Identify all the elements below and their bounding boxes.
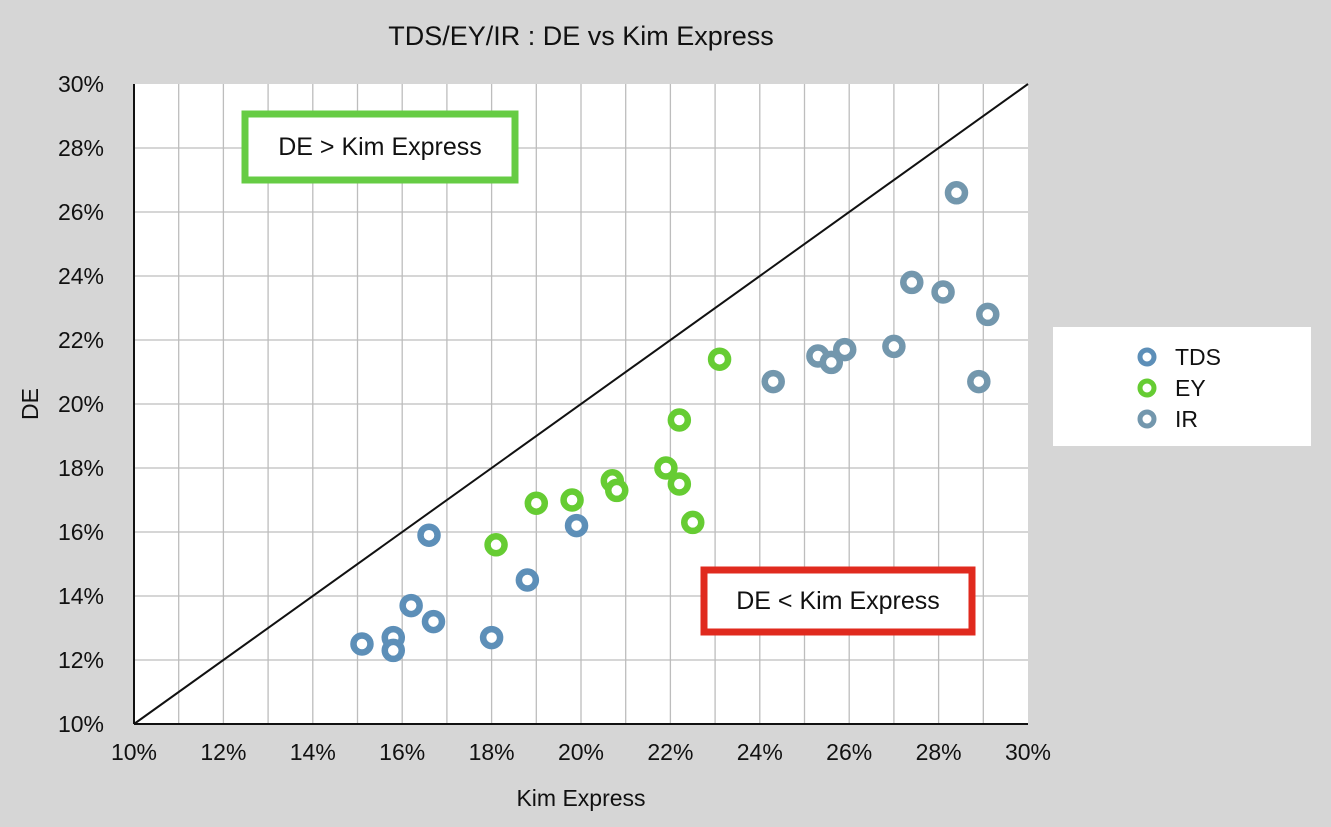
x-tick-label: 30% (1005, 739, 1051, 765)
data-point-ey (681, 510, 705, 535)
y-tick-label: 16% (58, 519, 104, 545)
x-tick-label: 12% (200, 739, 246, 765)
x-tick-label: 22% (647, 739, 693, 765)
data-point-ir (761, 369, 785, 394)
y-tick-label: 10% (58, 711, 104, 737)
x-tick-label: 10% (111, 739, 157, 765)
y-tick-label: 20% (58, 391, 104, 417)
data-point-ey (654, 456, 678, 480)
x-tick-label: 24% (737, 739, 783, 765)
legend-marker-ir (1137, 409, 1157, 429)
data-point-tds (417, 523, 441, 547)
data-point-ir (931, 280, 955, 304)
legend-label-ir: IR (1175, 406, 1198, 432)
data-point-ir (882, 334, 906, 359)
data-point-tds (421, 609, 446, 634)
annotation-de-less: DE < Kim Express (700, 566, 976, 636)
legend-marker-ey (1137, 378, 1157, 398)
data-point-ir (976, 302, 1000, 327)
diagonal-line (133, 83, 1029, 725)
chart-title: TDS/EY/IR : DE vs Kim Express (388, 21, 774, 51)
data-point-ey (605, 478, 629, 503)
y-tick-label: 30% (58, 71, 104, 97)
data-point-tds (399, 593, 423, 618)
y-tick-label: 18% (58, 455, 104, 481)
legend-label-tds: TDS (1175, 344, 1221, 370)
data-point-tds (350, 632, 374, 656)
data-point-ey (524, 491, 549, 515)
data-point-ey (484, 533, 508, 557)
data-point-tds (564, 513, 589, 538)
x-tick-label: 26% (826, 739, 872, 765)
x-tick-label: 20% (558, 739, 604, 765)
tick-labels: 10% 12% 14% 16% 18% 20% 22% 24% 26% 28% 30% 10% 12% 1… (58, 71, 1051, 765)
annotation-de-greater: DE > Kim Express (241, 110, 519, 184)
x-tick-label: 28% (916, 739, 962, 765)
x-tick-label: 14% (290, 739, 336, 765)
y-tick-label: 24% (58, 263, 104, 289)
y-tick-label: 12% (58, 647, 104, 673)
x-tick-label: 18% (469, 739, 515, 765)
data-point-ir (944, 181, 969, 205)
data-point-ey (560, 488, 584, 512)
data-point-ir (832, 337, 857, 362)
y-axis-label: DE (17, 388, 43, 420)
data-point-tds (381, 638, 406, 663)
x-axis-label: Kim Express (516, 785, 645, 811)
legend-marker-tds (1137, 347, 1157, 367)
legend: TDS EY IR (1053, 327, 1311, 446)
y-tick-label: 14% (58, 583, 104, 609)
legend-label-ey: EY (1175, 375, 1206, 401)
annotation-de-greater-box (241, 110, 519, 184)
data-point-ir (967, 369, 991, 394)
diagonal-reference-line (133, 83, 1029, 725)
data-points (350, 181, 1000, 663)
annotation-de-less-box (700, 566, 976, 636)
annotation-de-greater-text: DE > Kim Express (278, 133, 482, 161)
y-tick-label: 26% (58, 199, 104, 225)
annotation-de-less-text: DE < Kim Express (736, 587, 940, 615)
data-point-tds (515, 568, 540, 592)
data-point-ir (900, 270, 924, 295)
data-point-ey (707, 347, 732, 371)
y-tick-label: 28% (58, 135, 104, 161)
data-point-ir (819, 350, 844, 375)
legend-box (1053, 327, 1311, 446)
data-point-tds (479, 625, 504, 650)
x-tick-label: 16% (379, 739, 425, 765)
axes (133, 84, 1028, 725)
y-tick-label: 22% (58, 327, 104, 353)
data-point-ey (667, 472, 692, 496)
data-point-ey (667, 408, 692, 432)
